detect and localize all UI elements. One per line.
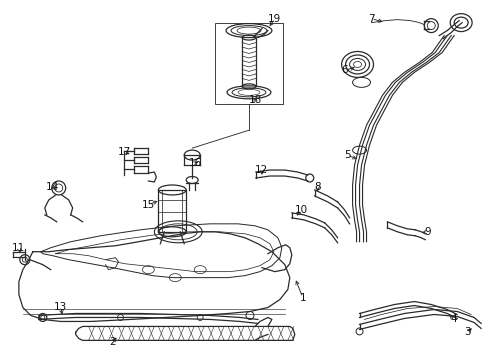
Text: 13: 13	[54, 302, 67, 311]
Text: 19: 19	[268, 14, 281, 24]
Text: 18: 18	[248, 95, 261, 105]
Text: 10: 10	[295, 205, 308, 215]
Text: 5: 5	[344, 150, 350, 160]
Text: 8: 8	[314, 182, 321, 192]
Text: 4: 4	[450, 314, 457, 324]
Text: 12: 12	[255, 165, 268, 175]
Text: 9: 9	[423, 227, 430, 237]
Text: 14: 14	[46, 182, 59, 192]
Text: 11: 11	[12, 243, 25, 253]
Text: 7: 7	[367, 14, 374, 24]
Bar	[215, 23, 282, 104]
Text: 16: 16	[188, 158, 202, 168]
Text: 2: 2	[109, 337, 116, 347]
Bar	[158, 190, 186, 232]
Text: 6: 6	[341, 66, 347, 76]
Text: 17: 17	[118, 147, 131, 157]
Text: 3: 3	[463, 327, 469, 337]
Text: 1: 1	[299, 293, 305, 302]
Text: 15: 15	[142, 200, 155, 210]
